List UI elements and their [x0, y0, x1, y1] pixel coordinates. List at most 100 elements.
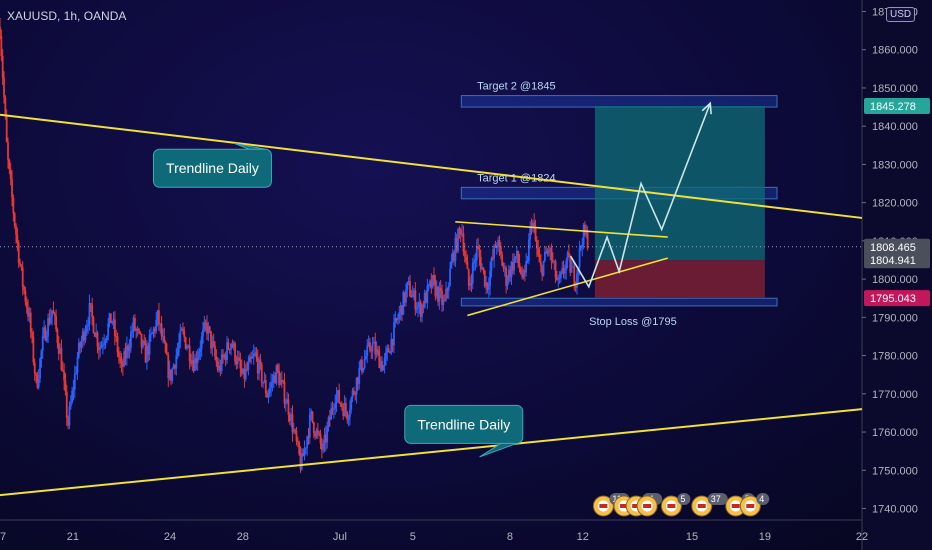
candle-body [195, 358, 198, 363]
event-flag-stripe [599, 504, 608, 508]
candle-body [467, 269, 470, 286]
candle-body [76, 357, 79, 373]
candle-body [19, 262, 21, 265]
candle-body [148, 334, 151, 355]
candle-body [147, 345, 150, 355]
x-tick-label: 28 [237, 531, 249, 543]
x-tick-label: 17 [0, 531, 6, 543]
candle-body [91, 304, 94, 317]
candle-body [507, 269, 510, 281]
candle-body [511, 261, 514, 271]
candle-body [222, 354, 224, 358]
candle-body [453, 252, 455, 261]
candle-body [454, 237, 457, 261]
candle-body [144, 343, 147, 363]
candle-body [16, 234, 19, 243]
candle-body [85, 326, 88, 332]
candle-body [69, 402, 72, 407]
candle-body [84, 331, 87, 341]
candle-body [278, 370, 281, 386]
candle-body [359, 359, 362, 368]
event-flag-stripe [643, 504, 652, 508]
candle-body [302, 453, 305, 457]
candle-body [553, 261, 556, 263]
candle-body [33, 362, 36, 374]
candle-body [335, 395, 338, 404]
candle-body [40, 350, 43, 359]
candle-body [191, 360, 194, 364]
candle-body [59, 348, 61, 354]
candle-body [458, 228, 461, 230]
candle-body [155, 319, 158, 332]
candle-body [5, 116, 8, 142]
candle-body [216, 361, 219, 370]
candle-body [522, 270, 525, 277]
candle-body [411, 294, 414, 298]
event-count: 5 [680, 494, 685, 504]
candle-body [105, 335, 108, 341]
candle-body [474, 259, 477, 262]
candle-body [24, 290, 27, 302]
candle-body [322, 443, 325, 450]
candle-body [379, 361, 382, 369]
candle-body [266, 393, 268, 398]
candle-body [382, 365, 385, 371]
candle-body [262, 382, 264, 384]
candle-body [566, 252, 569, 261]
candle-body [162, 336, 164, 338]
candle-body [219, 365, 222, 371]
candle-body [306, 436, 309, 448]
candle-body [446, 288, 449, 291]
candle-body [215, 356, 218, 362]
candle-body [394, 318, 397, 323]
candle-body [37, 378, 40, 388]
candle-body [580, 246, 582, 248]
candle-body [338, 390, 341, 403]
y-tick-label: 1860.000 [872, 45, 918, 57]
candle-body [276, 365, 279, 371]
candle-body [489, 270, 492, 286]
candle-body [160, 323, 163, 337]
event-count-badge [707, 493, 728, 505]
candle-body [343, 402, 346, 416]
callout-pointer [479, 442, 517, 458]
candle-body [158, 310, 160, 325]
candle-body [526, 260, 529, 262]
candle-body [478, 248, 481, 257]
callout-label: Trendline Daily [166, 160, 259, 176]
candle-body [259, 359, 262, 365]
candle-body [505, 267, 508, 286]
candle-body [461, 233, 463, 235]
y-tick-label: 1750.000 [872, 465, 918, 477]
candle-body [238, 357, 240, 360]
candle-body [525, 261, 528, 273]
candle-body [167, 354, 170, 379]
candle-body [127, 345, 130, 351]
candle-body [554, 261, 557, 278]
x-tick-label: 21 [67, 531, 79, 543]
candle-body [539, 261, 542, 267]
candle-body [146, 345, 148, 363]
candle-body [8, 159, 11, 170]
candle-body [88, 303, 91, 325]
candle-body [581, 244, 584, 247]
candle-body [445, 288, 447, 300]
candle-body [111, 321, 114, 324]
candle-body [564, 270, 566, 274]
candle-body [514, 256, 517, 259]
candle-body [287, 399, 290, 415]
candle-body [422, 304, 425, 308]
candle-body [406, 282, 409, 290]
currency-badge[interactable]: USD [886, 7, 916, 22]
candle-body [109, 313, 112, 324]
candle-body [159, 323, 162, 325]
y-tick-label: 1780.000 [872, 351, 918, 363]
candle-body [320, 443, 323, 450]
candle-body [315, 429, 318, 437]
candle-body [65, 391, 68, 418]
candle-body [582, 224, 585, 245]
candle-body [357, 377, 359, 384]
candle-body [55, 315, 57, 330]
candle-body [459, 229, 462, 235]
